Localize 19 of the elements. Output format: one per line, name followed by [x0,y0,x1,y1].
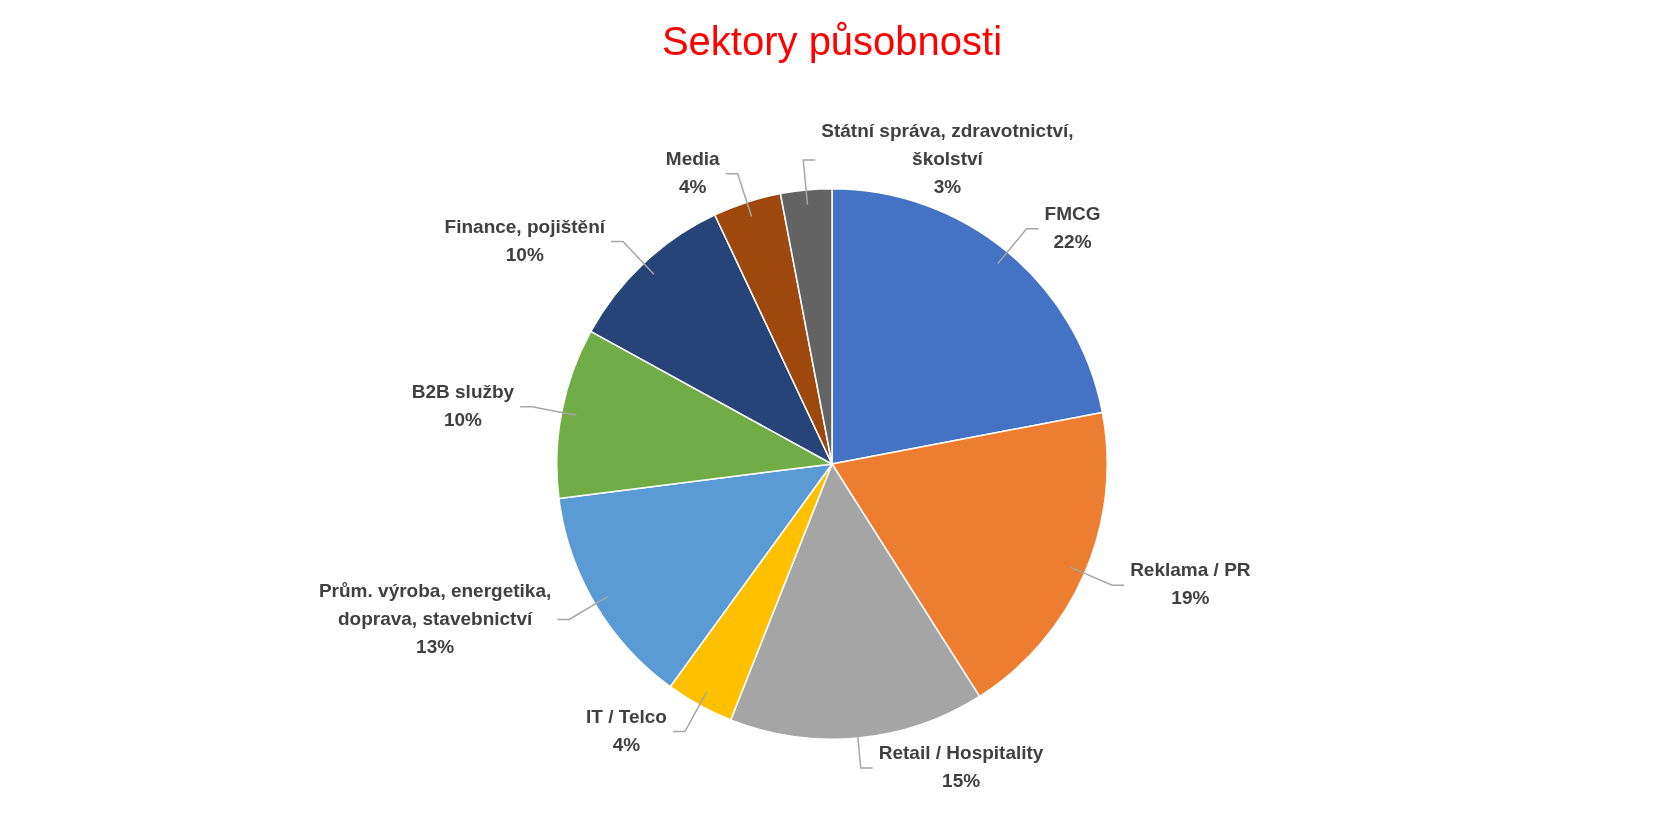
data-label: 4% [612,733,641,755]
data-label: 3% [933,176,962,198]
data-label: 13% [416,635,455,657]
slice-label: Retail / Hospitality [878,742,1044,764]
slice-label: Media [665,147,721,169]
data-label: 15% [942,770,981,792]
data-label: 10% [443,409,483,431]
data-label: 22% [1053,231,1092,253]
slice-label: FMCG [1044,203,1101,225]
data-label: 19% [1171,587,1210,609]
slice-label: IT / Telco [586,705,667,727]
slice-label: Finance, pojištění [444,215,606,237]
data-label: 10% [505,243,544,265]
slice-label: Reklama / PR [1130,559,1251,581]
data-label: 4% [679,175,707,197]
slice-label: B2B služby [411,381,515,403]
chart-title: Sektory působnosti [661,19,1003,64]
slice-label: Státní správa, zdravotnictví, školství [821,120,1074,170]
slice-label: Prům. výroba, energetika, doprava, stavebnictví [318,579,552,629]
